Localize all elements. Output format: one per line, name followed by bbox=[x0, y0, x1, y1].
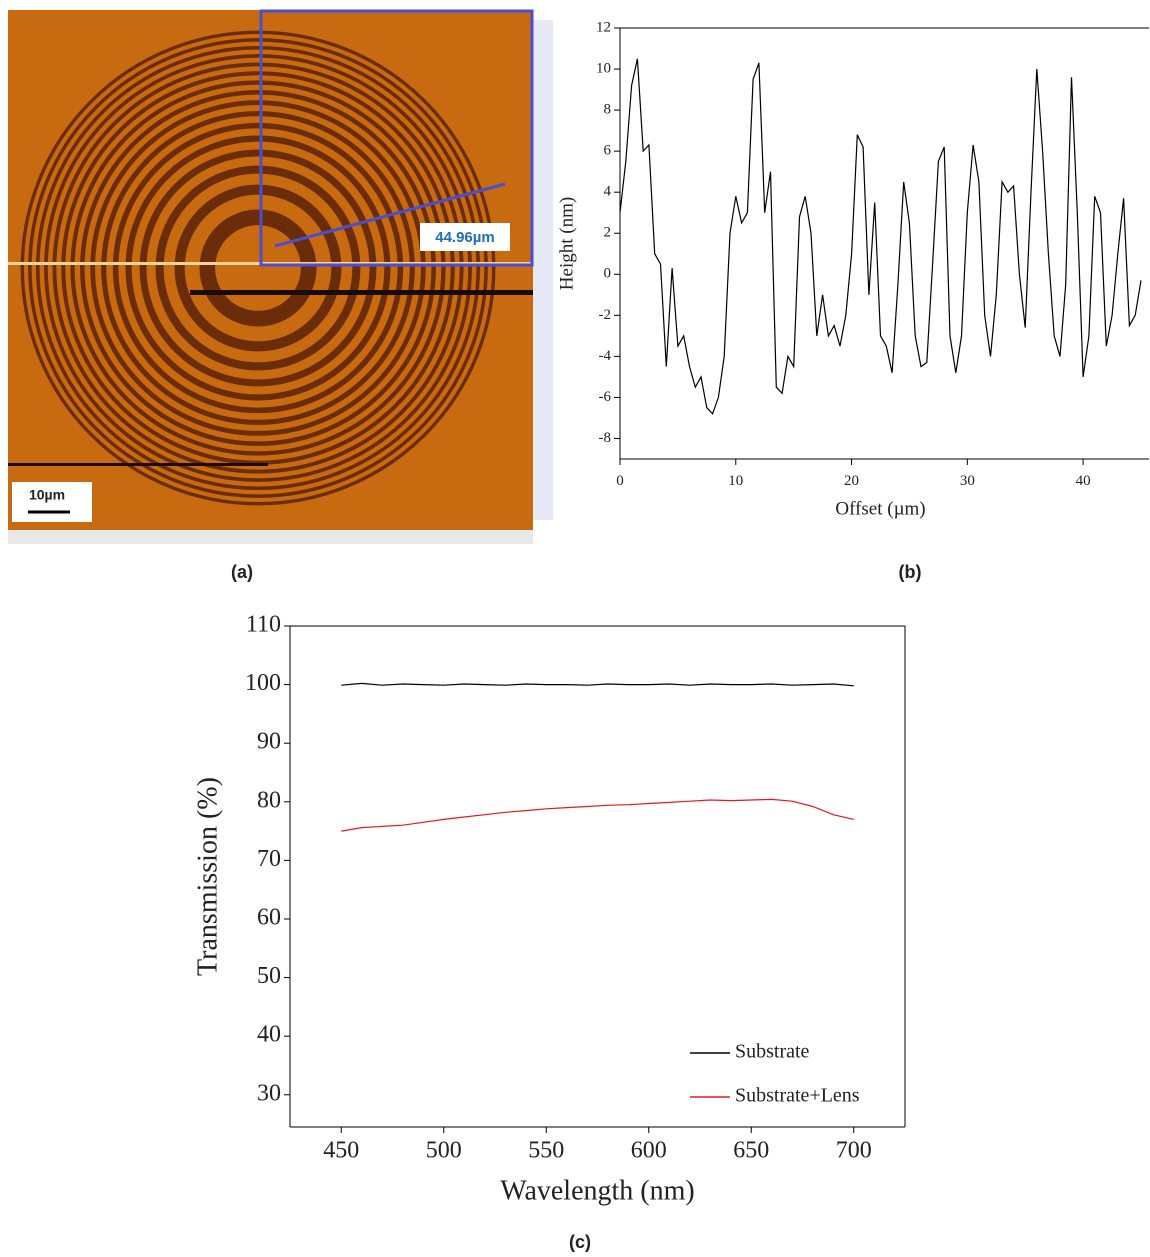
zoom-box bbox=[259, 9, 534, 267]
y-tick-label: -4 bbox=[599, 348, 612, 364]
series-line bbox=[619, 58, 1142, 415]
panel-label: (b) bbox=[899, 562, 922, 582]
y-tick-label: 90 bbox=[257, 729, 281, 755]
x-axis-title: Wavelength (nm) bbox=[500, 1175, 694, 1206]
y-tick-label: 8 bbox=[604, 102, 612, 118]
y-tick-label: 110 bbox=[246, 612, 281, 638]
ring bbox=[199, 209, 317, 327]
zone-rings bbox=[20, 30, 496, 506]
y-tick-label: 12 bbox=[596, 19, 611, 35]
scan-line bbox=[8, 463, 268, 466]
measure-box bbox=[420, 223, 510, 251]
y-tick-label: -8 bbox=[599, 430, 612, 446]
x-tick-label: 30 bbox=[960, 473, 975, 489]
ring bbox=[44, 54, 472, 482]
measure-label: 44.96µm bbox=[435, 229, 495, 246]
ring bbox=[28, 38, 488, 498]
measure-line bbox=[274, 182, 506, 248]
x-tick-label: 450 bbox=[323, 1138, 359, 1164]
ring bbox=[101, 111, 415, 425]
y-tick-label: 40 bbox=[257, 1022, 281, 1048]
ring bbox=[20, 30, 496, 506]
y-tick-label: 100 bbox=[245, 670, 281, 696]
ring bbox=[139, 149, 377, 387]
x-tick-label: 650 bbox=[733, 1138, 769, 1164]
afm-image bbox=[8, 10, 533, 530]
panel-label: (c) bbox=[569, 1232, 591, 1252]
x-tick-label: 700 bbox=[836, 1138, 872, 1164]
y-tick-label: 80 bbox=[257, 787, 281, 813]
series-line bbox=[341, 798, 854, 832]
ring bbox=[90, 100, 426, 436]
ring bbox=[174, 184, 342, 352]
x-tick-label: 20 bbox=[844, 473, 859, 489]
y-tick-label: 30 bbox=[257, 1080, 281, 1106]
y-axis-title: Height (nm) bbox=[556, 197, 577, 290]
y-tick-label: 50 bbox=[257, 963, 281, 989]
x-tick-label: 40 bbox=[1076, 473, 1091, 489]
scale-box bbox=[12, 482, 92, 522]
x-axis-title: Offset (µm) bbox=[835, 498, 925, 519]
y-tick-label: 60 bbox=[257, 904, 281, 930]
ring bbox=[52, 62, 464, 474]
ring bbox=[112, 122, 404, 414]
image-border bbox=[533, 20, 553, 520]
legend-label: Substrate bbox=[735, 1041, 810, 1063]
image-border bbox=[8, 530, 533, 544]
scale-label: 10µm bbox=[29, 487, 65, 503]
ring bbox=[61, 71, 455, 465]
ring bbox=[35, 45, 481, 491]
y-tick-label: 10 bbox=[596, 60, 611, 76]
x-tick-label: 550 bbox=[528, 1138, 564, 1164]
y-tick-label: 2 bbox=[604, 225, 612, 241]
y-tick-label: -6 bbox=[599, 389, 612, 405]
x-tick-label: 500 bbox=[426, 1138, 462, 1164]
scan-line bbox=[190, 290, 533, 295]
x-tick-label: 0 bbox=[616, 473, 624, 489]
y-tick-label: -2 bbox=[599, 307, 612, 323]
ring bbox=[80, 90, 436, 446]
y-tick-label: 70 bbox=[257, 846, 281, 872]
ring bbox=[125, 135, 391, 401]
x-tick-label: 10 bbox=[728, 473, 743, 489]
ring bbox=[70, 80, 446, 456]
y-tick-label: 6 bbox=[604, 143, 612, 159]
series-line bbox=[341, 682, 854, 687]
panel-label: (a) bbox=[231, 562, 253, 582]
y-axis-title: Transmission (%) bbox=[192, 777, 223, 976]
ring bbox=[155, 165, 361, 371]
y-tick-label: 4 bbox=[604, 184, 612, 200]
y-tick-label: 0 bbox=[604, 266, 612, 282]
legend-label: Substrate+Lens bbox=[735, 1085, 860, 1107]
x-tick-label: 600 bbox=[631, 1138, 667, 1164]
